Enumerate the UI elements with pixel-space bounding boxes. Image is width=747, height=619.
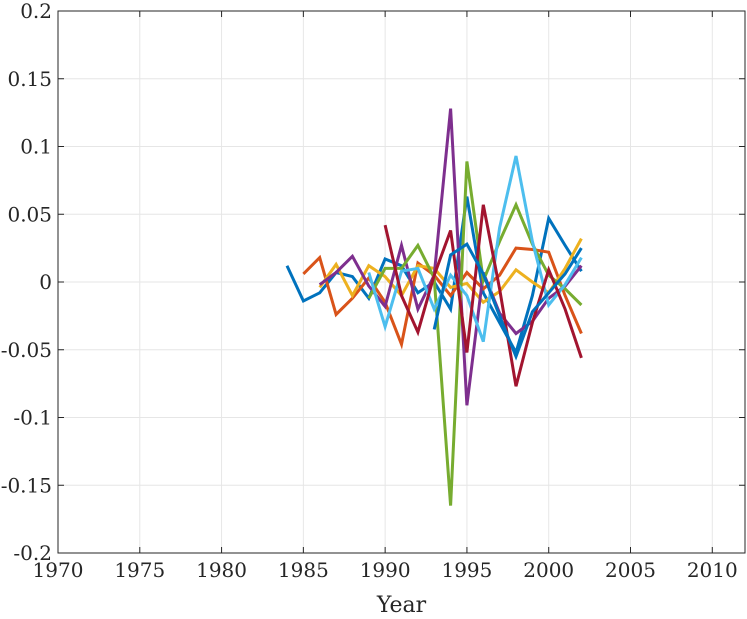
- y-tick-label: -0.05: [1, 338, 52, 362]
- x-tick-label: 1970: [33, 558, 84, 582]
- y-tick-label: -0.2: [13, 541, 52, 565]
- y-tick-label: 0: [39, 270, 52, 294]
- ticks: 1970 1975 1980 1985 1990 1995 2000 2005 2010 -0.2…: [1, 0, 745, 582]
- series-group: [285, 108, 583, 506]
- series-line-8: [432, 241, 583, 361]
- y-tick-label: 0.1: [20, 135, 52, 159]
- series-line-4: [318, 108, 583, 406]
- x-tick-label: 1985: [278, 558, 329, 582]
- x-axis-title: Year: [376, 593, 427, 618]
- series-line-5: [367, 161, 583, 506]
- x-tick-label: 2005: [605, 558, 656, 582]
- x-tick-label: 2000: [523, 558, 574, 582]
- series-line-7: [383, 204, 583, 387]
- y-tick-label: 0.05: [7, 202, 52, 226]
- x-tick-label: 2010: [687, 558, 738, 582]
- x-tick-label: 1980: [196, 558, 247, 582]
- y-tick-label: 0.2: [20, 0, 52, 23]
- y-tick-label: -0.15: [1, 473, 52, 497]
- grid: [57, 10, 745, 554]
- y-tick-label: -0.1: [13, 406, 52, 430]
- x-tick-label: 1990: [360, 558, 411, 582]
- x-tick-label: 1975: [114, 558, 165, 582]
- x-tick-label: 1995: [441, 558, 492, 582]
- y-tick-label: 0.15: [7, 67, 52, 91]
